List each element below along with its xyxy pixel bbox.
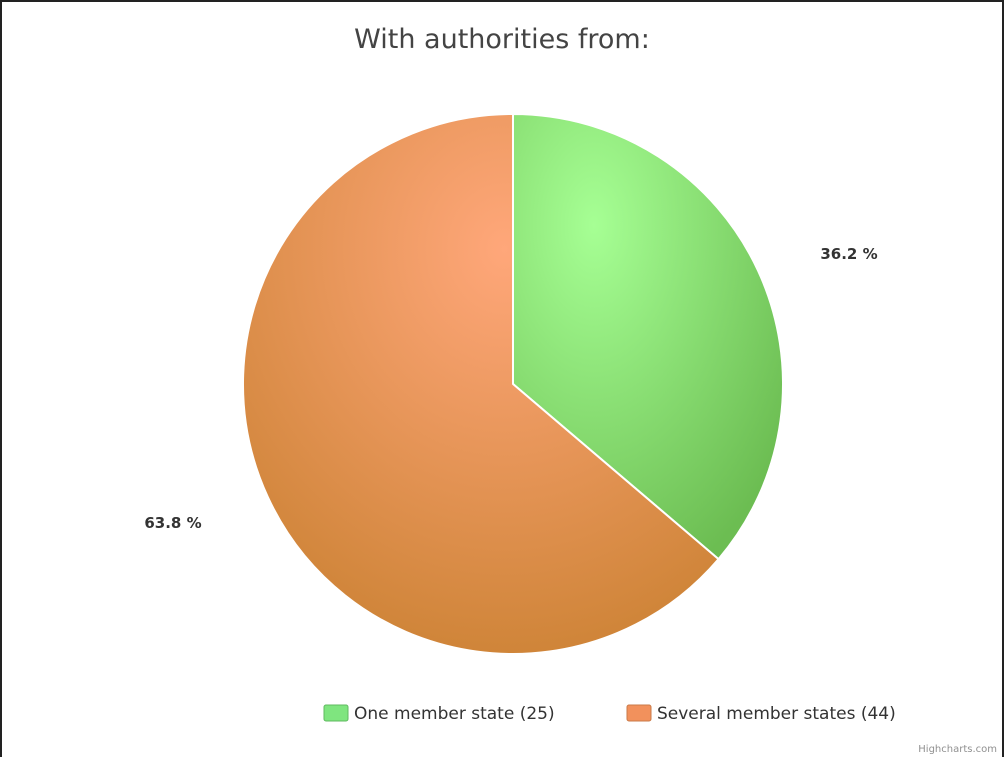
pie-slices [242, 113, 784, 655]
legend-label-one-member-state: One member state (25) [354, 704, 555, 724]
legend: One member state (25) Several member sta… [323, 704, 896, 724]
credits[interactable]: Highcharts.com [918, 744, 997, 755]
legend-swatch-several-member-states [626, 704, 652, 722]
data-label-one-member-state: 36.2 % [820, 245, 877, 263]
legend-item-several-member-states[interactable]: Several member states (44) [626, 704, 896, 724]
chart-title: With authorities from: [354, 24, 650, 55]
pie-slice-one-member-state[interactable] [512, 113, 784, 561]
data-label-several-member-states: 63.8 % [144, 514, 201, 532]
legend-item-one-member-state[interactable]: One member state (25) [323, 704, 555, 724]
legend-label-several-member-states: Several member states (44) [657, 704, 896, 724]
legend-swatch-one-member-state [323, 704, 349, 722]
pie-slice-several-member-states[interactable] [242, 113, 720, 655]
